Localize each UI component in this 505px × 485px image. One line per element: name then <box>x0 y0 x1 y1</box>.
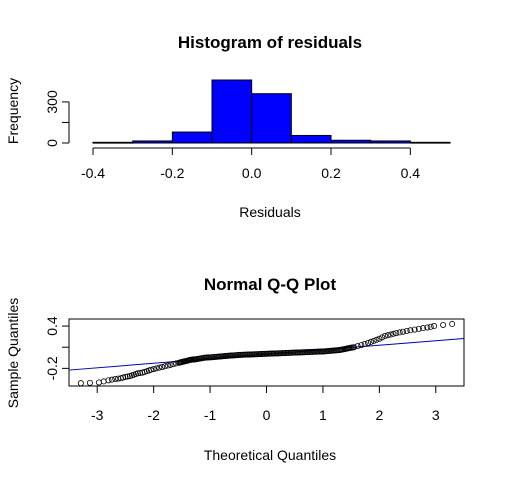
qq-point <box>407 327 414 334</box>
qq-point <box>77 380 84 387</box>
qq-y-tick-label: -0.2 <box>44 356 60 380</box>
qq-point <box>424 324 431 331</box>
histogram-bar <box>370 140 411 144</box>
qq-point <box>153 365 160 372</box>
qq-point <box>415 325 422 332</box>
qq-x-tick-label: -2 <box>147 407 160 423</box>
qq-point <box>124 373 131 380</box>
histogram-x-tick-label: 0.0 <box>242 165 262 181</box>
histogram-bar <box>92 141 134 144</box>
histogram-title: Histogram of residuals <box>178 33 362 52</box>
qq-x-tick-label: 2 <box>375 407 383 423</box>
qq-point <box>390 330 397 337</box>
qq-point <box>449 320 456 327</box>
histogram-bar <box>409 141 451 144</box>
histogram-panel: Histogram of residuals -0.4 -0.2 0.0 0.2 0.4… <box>5 33 451 220</box>
qq-point <box>161 363 168 370</box>
qq-x-label: Theoretical Quantiles <box>204 447 336 463</box>
qq-point <box>95 379 102 386</box>
qq-point <box>164 362 171 369</box>
qq-y-tick-label: 0.4 <box>44 316 60 336</box>
qq-point <box>147 366 154 373</box>
qq-point <box>108 376 115 383</box>
histogram-bar <box>290 134 332 144</box>
qq-point <box>358 342 365 349</box>
qq-point <box>167 361 174 368</box>
histogram-y-axis: 0 300 <box>44 90 70 147</box>
qq-point <box>431 323 438 330</box>
qq-point <box>420 325 427 332</box>
qq-point <box>387 331 394 338</box>
qq-point <box>427 323 434 330</box>
qq-x-tick-label: 0 <box>263 407 271 423</box>
qq-point <box>170 361 177 368</box>
histogram-x-tick-label: -0.2 <box>160 165 184 181</box>
qq-point <box>134 370 141 377</box>
qq-points <box>77 320 456 387</box>
qq-x-tick-label: -3 <box>91 407 104 423</box>
qq-point <box>156 364 163 371</box>
qq-point <box>354 343 361 350</box>
histogram-x-axis: -0.4 -0.2 0.0 0.2 0.4 <box>81 147 421 181</box>
qq-point <box>379 334 386 341</box>
histogram-y-tick-label: 0 <box>44 139 60 147</box>
qq-point <box>112 375 119 382</box>
qq-point <box>440 321 447 328</box>
histogram-bar <box>251 93 292 144</box>
histogram-y-label: Frequency <box>5 78 21 144</box>
qq-point <box>376 335 383 342</box>
qq-point <box>411 326 418 333</box>
qq-x-tick-label: 1 <box>319 407 327 423</box>
qq-point <box>100 378 107 385</box>
qq-point <box>159 363 166 370</box>
histogram-x-tick-label: 0.2 <box>321 165 341 181</box>
qq-y-axis: -0.2 0.4 <box>44 316 70 380</box>
histogram-bar <box>330 139 372 144</box>
qq-title: Normal Q-Q Plot <box>204 275 337 294</box>
qq-point <box>381 332 388 339</box>
histogram-bars <box>92 79 451 144</box>
histogram-x-tick-label: 0.4 <box>401 165 421 181</box>
qq-point <box>384 332 391 339</box>
qq-point <box>137 369 144 376</box>
qq-point <box>403 327 410 334</box>
qq-point <box>350 344 357 351</box>
qq-x-tick-label: 3 <box>432 407 440 423</box>
qq-point <box>105 377 112 384</box>
histogram-x-label: Residuals <box>239 204 300 220</box>
qq-point <box>396 329 403 336</box>
qq-point <box>361 341 368 348</box>
qq-point <box>150 366 157 373</box>
qq-point <box>400 328 407 335</box>
qq-point <box>367 338 374 345</box>
qq-x-axis: -3 -2 -1 0 1 2 3 <box>91 385 440 423</box>
histogram-bar <box>211 79 253 144</box>
qq-point <box>370 337 377 344</box>
qq-point <box>365 339 372 346</box>
qq-point <box>122 373 129 380</box>
histogram-bar <box>171 131 213 144</box>
qq-x-tick-label: -1 <box>204 407 217 423</box>
histogram-y-tick-label: 300 <box>44 90 60 114</box>
qq-point <box>373 336 380 343</box>
qq-panel: Normal Q-Q Plot -3 -2 -1 0 1 2 3 -0.2 0.4 Theor… <box>5 275 465 463</box>
histogram-bar <box>132 140 173 144</box>
histogram-x-tick-label: -0.4 <box>81 165 105 181</box>
qq-point <box>86 379 93 386</box>
qq-y-label: Sample Quantiles <box>5 298 21 409</box>
qq-point <box>393 330 400 337</box>
